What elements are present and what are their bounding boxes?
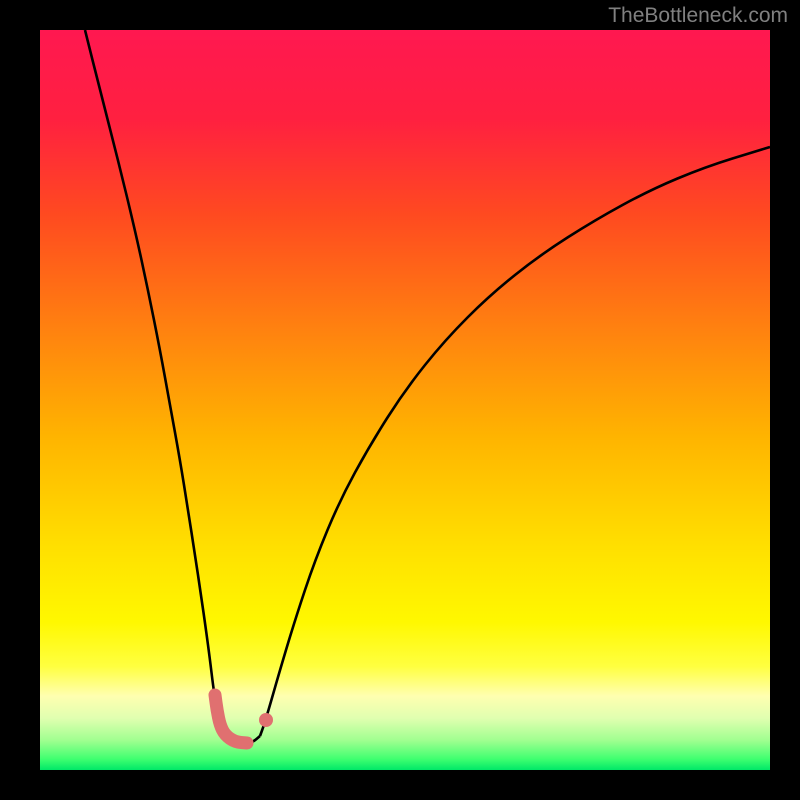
left-curve (85, 30, 221, 736)
plot-area (40, 30, 770, 770)
overlay-l-mark (215, 695, 247, 743)
right-curve (260, 147, 770, 736)
curves-layer (40, 30, 770, 770)
overlay-dot-mark (259, 713, 273, 727)
watermark-text: TheBottleneck.com (608, 4, 788, 28)
chart-container: TheBottleneck.com (0, 0, 800, 800)
